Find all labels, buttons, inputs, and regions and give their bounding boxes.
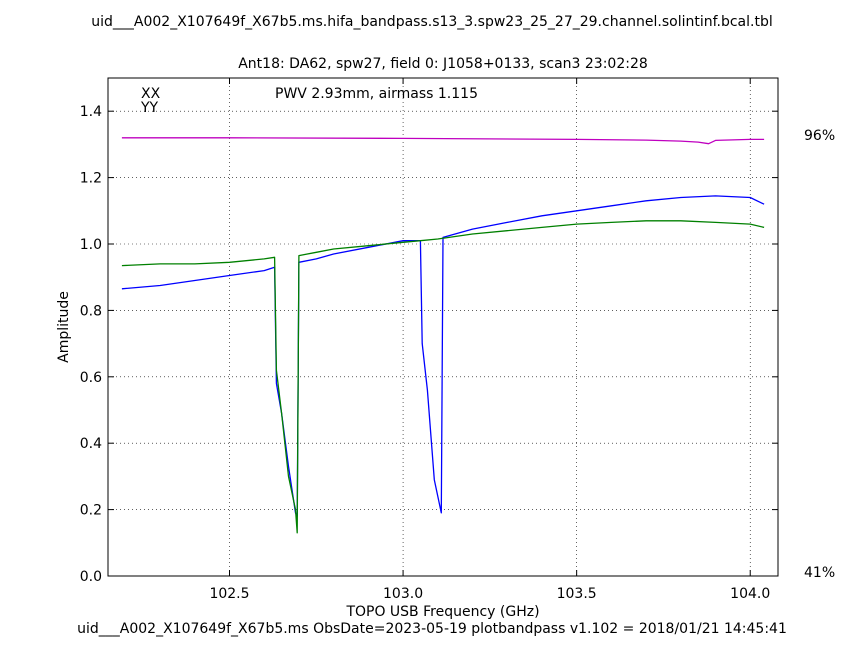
chart-subtitle: Ant18: DA62, spw27, field 0: J1058+0133,… [238, 56, 648, 72]
x-tick-label: 103.5 [557, 586, 597, 602]
y-tick-label: 1.0 [80, 237, 102, 253]
x-tick-label: 103.0 [383, 586, 423, 602]
y-tick-label: 0.2 [80, 503, 102, 519]
footer-info: uid___A002_X107649f_X67b5.ms ObsDate=202… [77, 621, 787, 637]
axis-ticks: 102.5 103.0 103.5 104.0 0.0 0.2 0.4 0.6 0.8 1.0 1.… [80, 78, 778, 602]
series-xx-line [121, 195, 765, 517]
y-tick-label: 0.8 [80, 303, 102, 319]
y-axis-label: Amplitude [56, 291, 72, 363]
series-yy-line [121, 220, 765, 534]
x-tick-label: 102.5 [209, 586, 249, 602]
y-tick-label: 1.4 [80, 104, 102, 120]
transmission-top-label: 96% [804, 128, 835, 144]
grid-lines [108, 78, 778, 576]
x-axis-label: TOPO USB Frequency (GHz) [345, 604, 539, 620]
y-tick-label: 0.0 [80, 569, 102, 585]
legend-xx: XX [141, 86, 161, 102]
pwv-transmission-line [121, 137, 765, 145]
y-tick-label: 1.2 [80, 171, 102, 187]
series-lines [121, 137, 765, 534]
plot-frame [107, 77, 779, 577]
pwv-annotation: PWV 2.93mm, airmass 1.115 [275, 86, 478, 102]
y-tick-label: 0.4 [80, 436, 102, 452]
y-tick-label: 0.6 [80, 370, 102, 386]
chart-title: uid___A002_X107649f_X67b5.ms.hifa_bandpa… [91, 14, 773, 30]
legend-yy: YY [140, 100, 159, 116]
x-tick-label: 104.0 [730, 586, 770, 602]
transmission-bottom-label: 41% [804, 565, 835, 581]
